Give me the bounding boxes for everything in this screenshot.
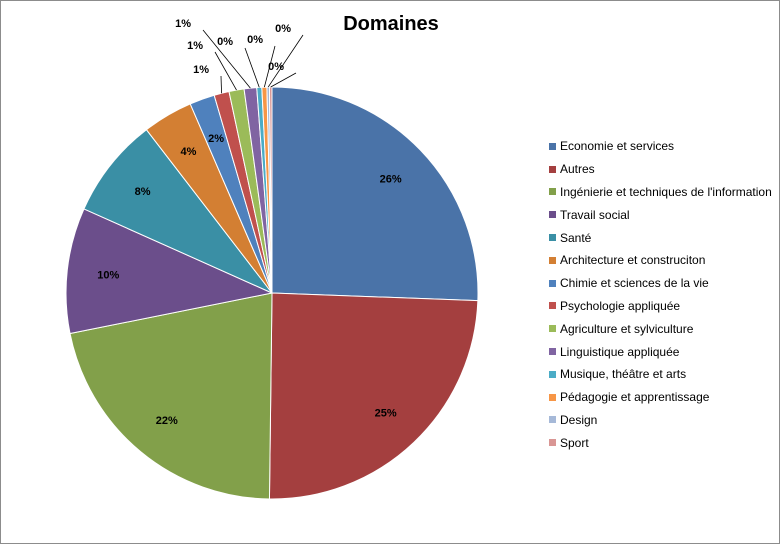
pie-slice — [271, 86, 479, 302]
legend-item: Musique, théâtre et arts — [549, 363, 772, 386]
slice-label: 25% — [375, 407, 397, 419]
slice-label: 1% — [187, 40, 203, 52]
legend-swatch — [549, 439, 556, 447]
legend-label: Architecture et construciton — [560, 253, 706, 268]
legend-swatch — [549, 348, 556, 356]
legend-item: Chimie et sciences de la vie — [549, 272, 772, 295]
legend-item: Pédagogie et apprentissage — [549, 386, 772, 409]
pie-slice — [83, 128, 273, 294]
legend-label: Chimie et sciences de la vie — [560, 276, 709, 291]
slice-label: 22% — [156, 415, 178, 427]
legend-label: Autres — [560, 162, 595, 177]
slice-label: 1% — [175, 18, 191, 30]
legend-label: Design — [560, 412, 598, 427]
legend-label: Linguistique appliquée — [560, 344, 680, 359]
leader-line — [214, 51, 237, 91]
legend-item: Sport — [549, 431, 772, 454]
slice-label: 0% — [217, 36, 233, 48]
legend-label: Musique, théâtre et arts — [560, 367, 687, 382]
slice-label: 4% — [180, 146, 196, 158]
legend-swatch — [549, 234, 556, 242]
leader-line — [244, 47, 260, 88]
legend-label: Economie et services — [560, 139, 675, 154]
legend-swatch — [549, 325, 556, 333]
legend: Economie et services Autres Ingénierie et … — [549, 135, 772, 454]
slice-label: 2% — [208, 133, 224, 145]
legend-item: Linguistique appliquée — [549, 340, 772, 363]
legend-label: Pédagogie et apprentissage — [560, 390, 710, 405]
legend-item: Travail social — [549, 203, 772, 226]
legend-label: Psychologie appliquée — [560, 298, 681, 313]
legend-item: Architecture et construciton — [549, 249, 772, 272]
slice-label: 10% — [97, 270, 119, 282]
slice-label: 0% — [247, 34, 263, 46]
legend-swatch — [549, 188, 556, 196]
pie-slice — [69, 292, 273, 500]
legend-label: Sport — [560, 435, 589, 450]
slice-label: 8% — [135, 186, 151, 198]
pie-slice — [268, 292, 479, 500]
legend-item: Psychologie appliquée — [549, 295, 772, 318]
legend-label: Agriculture et sylviculture — [560, 321, 694, 336]
legend-item: Economie et services — [549, 135, 772, 158]
leader-line — [220, 75, 222, 94]
legend-item: Design — [549, 409, 772, 432]
legend-swatch — [549, 165, 556, 173]
legend-label: Travail social — [560, 207, 630, 222]
chart-title: Domaines — [343, 13, 439, 35]
legend-swatch — [549, 393, 556, 401]
legend-label: Ingénierie et techniques de l'informatio… — [560, 184, 772, 199]
pie-slice — [65, 208, 274, 335]
slice-label: 26% — [380, 174, 402, 186]
slice-label: 1% — [193, 64, 209, 76]
legend-item: Santé — [549, 226, 772, 249]
legend-swatch — [549, 279, 556, 287]
leader-line — [270, 72, 297, 88]
leader-line — [267, 34, 304, 88]
slice-label: 0% — [275, 23, 291, 35]
leader-line — [263, 45, 276, 88]
legend-swatch — [549, 370, 556, 378]
pie-slice — [268, 86, 273, 294]
legend-swatch — [549, 302, 556, 310]
legend-swatch — [549, 256, 556, 264]
legend-swatch — [549, 142, 556, 150]
leader-line — [202, 29, 251, 89]
slice-label: 0% — [268, 61, 284, 73]
legend-item: Agriculture et sylviculture — [549, 317, 772, 340]
legend-item: Ingénierie et techniques de l'informatio… — [549, 181, 772, 204]
legend-swatch — [549, 416, 556, 424]
legend-swatch — [549, 211, 556, 219]
legend-label: Santé — [560, 230, 592, 245]
legend-item: Autres — [549, 158, 772, 181]
